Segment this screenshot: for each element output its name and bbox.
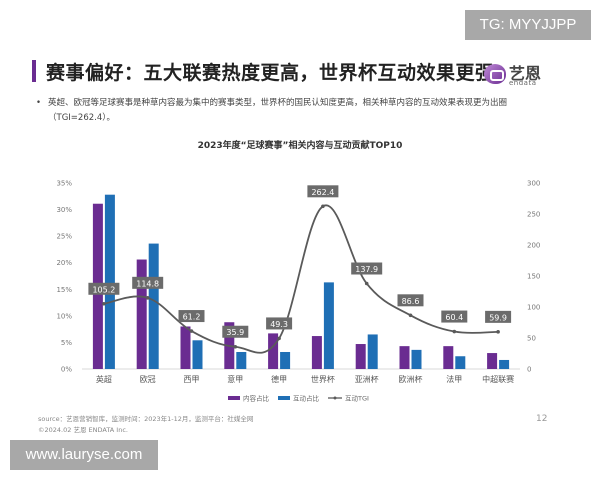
- y-right-tick: 250: [527, 211, 540, 219]
- bar-content-share: [399, 346, 410, 369]
- logo-text-en: endata: [509, 79, 537, 87]
- logo-icon: [484, 64, 506, 84]
- tgi-point: [496, 330, 500, 334]
- tgi-data-label-box: [132, 276, 164, 289]
- x-category-label: 德甲: [271, 374, 287, 384]
- combo-chart: 0% 5% 10% 15% 20% 25% 30% 35% 0 50 100 150 200 250 300…: [56, 180, 540, 403]
- bar-interaction-share: [148, 243, 159, 369]
- x-category-label: 欧冠: [140, 374, 156, 384]
- tgi-data-label-box: [222, 325, 249, 338]
- tgi-data-label-box: [485, 310, 512, 323]
- title-accent-bar: [32, 60, 36, 82]
- summary-bullet: • 英超、欧冠等足球赛事是种草内容最为集中的赛事类型，世界杯的国民认知度更高，相…: [36, 96, 566, 126]
- tgi-point: [233, 344, 238, 349]
- bar-content-share: [487, 353, 498, 369]
- bar-interaction-share: [323, 282, 334, 369]
- legend-swatch-interaction: [278, 396, 290, 400]
- tgi-data-label-box: [441, 310, 468, 323]
- watermark-bottom-left: www.lauryse.com: [10, 440, 158, 470]
- y-right-tick: 50: [527, 335, 536, 343]
- x-category-label: 世界杯: [311, 374, 335, 384]
- tgi-point: [452, 329, 457, 334]
- y-left-tick: 15%: [56, 286, 72, 294]
- summary-text: 英超、欧冠等足球赛事是种草内容最为集中的赛事类型，世界杯的国民认知度更高，相关种…: [48, 98, 508, 123]
- y-right-tick: 0: [527, 366, 531, 374]
- legend-marker-tgi: [333, 396, 337, 400]
- tgi-data-label-box: [266, 317, 293, 330]
- tgi-data-label: 59.9: [489, 313, 507, 322]
- bullet-marker: •: [36, 98, 42, 108]
- tgi-data-label-box: [397, 294, 424, 307]
- y-left-tick: 0%: [61, 366, 72, 374]
- y-right-tick: 100: [527, 304, 540, 312]
- tgi-data-label: 61.2: [183, 313, 201, 322]
- endata-logo: 艺恩 endata: [484, 60, 564, 88]
- y-right-tick: 150: [527, 273, 540, 281]
- x-category-label: 意甲: [227, 374, 243, 384]
- tgi-point: [145, 296, 150, 300]
- tgi-point: [102, 301, 106, 306]
- bar-interaction-share: [192, 340, 203, 369]
- legend-label: 内容占比: [243, 394, 270, 403]
- page-title: 赛事偏好：五大联赛热度更高，世界杯互动效果更强: [46, 62, 495, 84]
- source-text: source：艺恩营销智库，监测时间：2023年1-12月，监测平台：社媒全网: [38, 415, 254, 423]
- tgi-point: [321, 204, 325, 209]
- legend-swatch-content: [228, 396, 240, 400]
- x-category-label: 中超联赛: [482, 374, 514, 384]
- tgi-data-label: 49.3: [270, 320, 288, 329]
- tgi-line: [103, 204, 499, 354]
- chart-title: 2023年度“足球赛事”相关内容与互动贡献TOP10: [197, 141, 403, 151]
- logo-text-cn: 艺恩: [509, 64, 542, 83]
- bar-content-share: [443, 346, 454, 369]
- bar-content-share: [268, 333, 279, 369]
- y-left-tick: 30%: [56, 206, 72, 214]
- tgi-data-label: 105.2: [92, 285, 115, 294]
- tgi-point: [277, 336, 281, 341]
- tgi-data-label: 137.9: [355, 265, 378, 274]
- bar-interaction-share: [455, 356, 466, 369]
- y-left-tick: 20%: [56, 259, 72, 267]
- tgi-data-label: 60.4: [445, 313, 463, 322]
- copyright-text: ©2024.02 艺恩 ENDATA Inc.: [38, 426, 128, 434]
- y-left-tick: 10%: [56, 312, 72, 320]
- x-category-label: 法甲: [446, 374, 462, 384]
- bar-content-share: [311, 336, 322, 369]
- tgi-data-label: 35.9: [226, 328, 244, 337]
- y-right-tick: 200: [527, 242, 540, 250]
- bar-content-share: [180, 326, 191, 369]
- bar-content-share: [136, 259, 147, 369]
- y-left-tick: 5%: [61, 339, 72, 347]
- x-category-label: 西甲: [184, 375, 200, 384]
- x-category-label: 英超: [96, 374, 112, 384]
- tgi-point: [364, 281, 369, 286]
- source-note: source：艺恩营销智库，监测时间：2023年1-12月，监测平台：社媒全网 …: [38, 414, 253, 436]
- y-left-tick: 25%: [56, 233, 72, 241]
- bar-interaction-share: [236, 351, 247, 369]
- x-category-label: 欧洲杯: [399, 374, 423, 384]
- legend-label: 互动占比: [293, 394, 320, 403]
- tgi-point: [189, 329, 194, 333]
- x-category-label: 亚洲杯: [355, 374, 379, 384]
- tgi-point: [408, 313, 413, 318]
- tgi-data-label-box: [88, 282, 120, 295]
- watermark-top-right: TG: MYYJJPP: [465, 10, 591, 40]
- y-left-tick: 35%: [56, 180, 72, 188]
- bar-interaction-share: [499, 359, 510, 369]
- bar-content-share: [355, 344, 366, 369]
- tgi-data-label: 262.4: [311, 188, 334, 197]
- tgi-data-label-box: [307, 185, 339, 198]
- bar-interaction-share: [104, 194, 115, 369]
- bar-interaction-share: [367, 334, 378, 369]
- bar-interaction-share: [280, 351, 291, 369]
- tgi-data-label: 114.8: [136, 279, 159, 288]
- page-number: 12: [536, 414, 548, 424]
- tgi-data-label-box: [351, 262, 383, 275]
- tgi-data-label: 86.6: [402, 297, 420, 306]
- tgi-data-label-box: [178, 310, 205, 323]
- bar-interaction-share: [411, 349, 422, 369]
- legend-label: 互动TGI: [345, 395, 369, 403]
- y-right-tick: 300: [527, 180, 540, 188]
